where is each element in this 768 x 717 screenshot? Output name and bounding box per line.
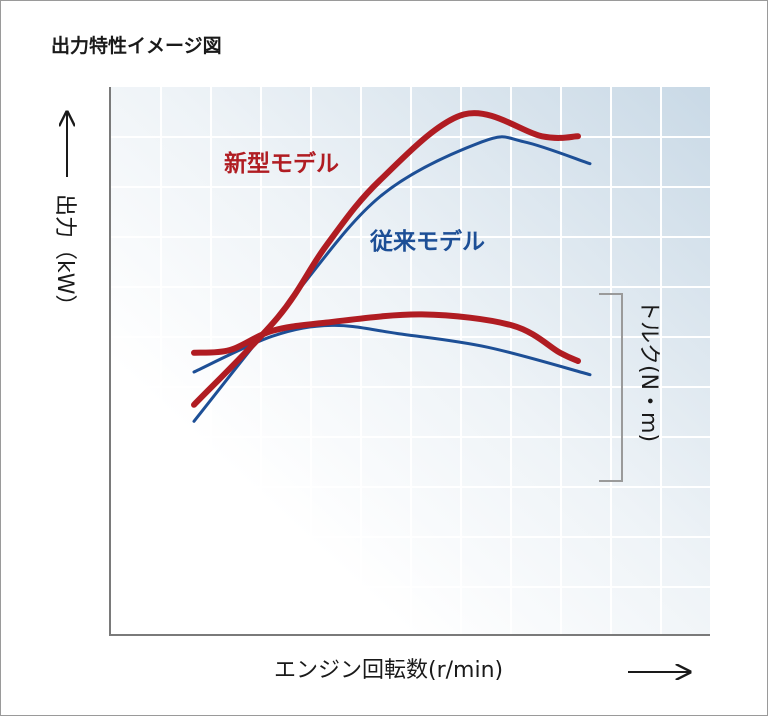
series-label-old: 従来モデル [369, 228, 485, 255]
series-label-new: 新型モデル [224, 150, 339, 177]
x-axis-label: エンジン回転数(r/min) [274, 658, 503, 683]
torque-bracket [599, 293, 623, 482]
torque-axis-label: トルク(N・m) [636, 299, 661, 442]
new-model-torque-line [191, 311, 581, 364]
new-model-output-line [191, 110, 581, 408]
chart-title: 出力特性イメージ図 [51, 34, 222, 57]
grid [110, 87, 710, 635]
y-axis-label: 出力（kW） [52, 194, 77, 317]
old-model-torque-line [192, 323, 592, 377]
series-group [191, 110, 592, 423]
